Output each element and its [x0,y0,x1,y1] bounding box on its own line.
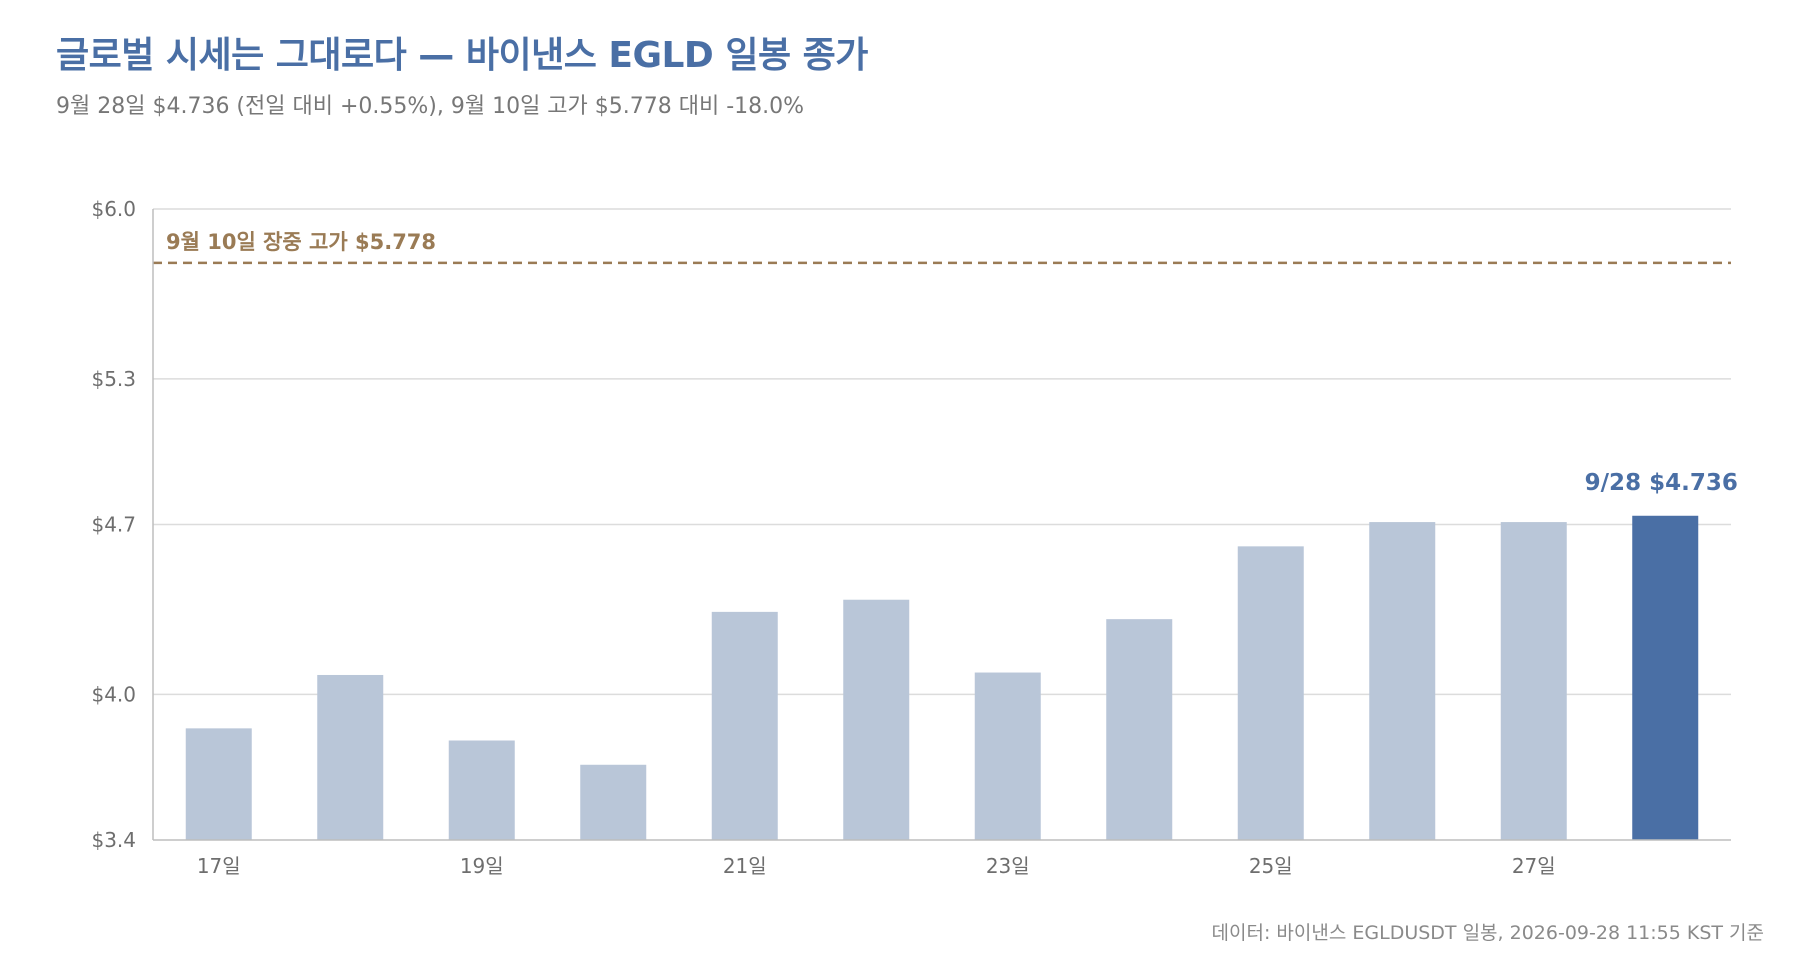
highlight-data-label: 9/28 $4.736 [1585,470,1738,496]
chart-subtitle: 9월 28일 $4.736 (전일 대비 +0.55%), 9월 10일 고가 … [56,94,805,119]
y-tick-label: $6.0 [91,197,136,221]
bar [711,611,778,840]
label-layer: $3.4 $4.0 $4.7 $5.3 $6.0 9/28 $4.736 9월 10일 장중… [91,197,1737,878]
x-tick-label: 27일 [1512,854,1556,878]
bar [1106,619,1173,840]
bar [1500,522,1567,840]
bar-highlight [1632,515,1699,840]
bar [317,674,384,840]
bar [448,740,515,840]
bar-layer [185,515,1699,840]
bar [1369,522,1436,840]
reference-line-label: 9월 10일 장중 고가 $5.778 [166,230,436,254]
bar [1237,546,1304,840]
bar [185,728,252,840]
y-tick-label: $5.3 [91,367,136,391]
x-tick-label: 19일 [460,854,504,878]
x-tick-label: 21일 [723,854,767,878]
x-tick-label: 17일 [197,854,241,878]
y-tick-label: $4.0 [91,682,136,706]
grid-layer [153,208,1731,696]
x-tick-label: 25일 [1249,854,1293,878]
x-tick-label: 23일 [986,854,1030,878]
y-tick-label: $4.7 [91,513,136,537]
axis-layer [152,209,1731,841]
data-source-note: 데이터: 바이낸스 EGLDUSDT 일봉, 2026-09-28 11:55 … [1211,922,1764,944]
bar [580,764,647,840]
bar [974,672,1041,840]
bar [843,599,910,840]
y-tick-label: $3.4 [91,828,136,852]
chart-title: 글로벌 시세는 그대로다 — 바이낸스 EGLD 일봉 종가 [56,35,868,76]
